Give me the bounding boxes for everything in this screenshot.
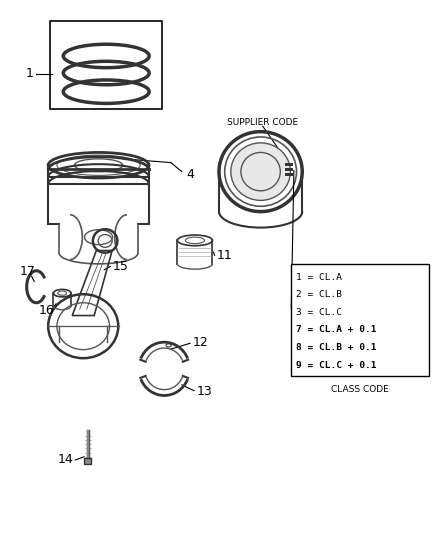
Bar — [285, 163, 293, 166]
Text: 14: 14 — [58, 454, 74, 466]
Text: 4: 4 — [187, 168, 194, 181]
Text: 8 = CL.B + 0.1: 8 = CL.B + 0.1 — [296, 343, 376, 352]
Text: 1 = CL.A: 1 = CL.A — [296, 273, 342, 281]
Text: 12: 12 — [193, 336, 208, 349]
Text: 16: 16 — [39, 304, 55, 317]
Ellipse shape — [231, 143, 290, 200]
Bar — [291, 264, 429, 376]
Text: 13: 13 — [196, 385, 212, 398]
Text: 3 = CL.C: 3 = CL.C — [296, 308, 342, 317]
Bar — [285, 173, 293, 176]
Text: 11: 11 — [217, 249, 233, 262]
Text: 1: 1 — [26, 67, 34, 80]
Bar — [84, 458, 91, 464]
Text: 7 = CL.A + 0.1: 7 = CL.A + 0.1 — [296, 326, 376, 334]
Bar — [285, 168, 293, 171]
Bar — [50, 21, 162, 109]
Text: CLASS CODE: CLASS CODE — [332, 385, 389, 393]
Text: 15: 15 — [113, 260, 129, 273]
Text: 2 = CL.B: 2 = CL.B — [296, 290, 342, 299]
Text: SUPPLIER CODE: SUPPLIER CODE — [227, 118, 298, 127]
Text: 9 = CL.C + 0.1: 9 = CL.C + 0.1 — [296, 361, 376, 369]
Text: 17: 17 — [19, 265, 35, 278]
